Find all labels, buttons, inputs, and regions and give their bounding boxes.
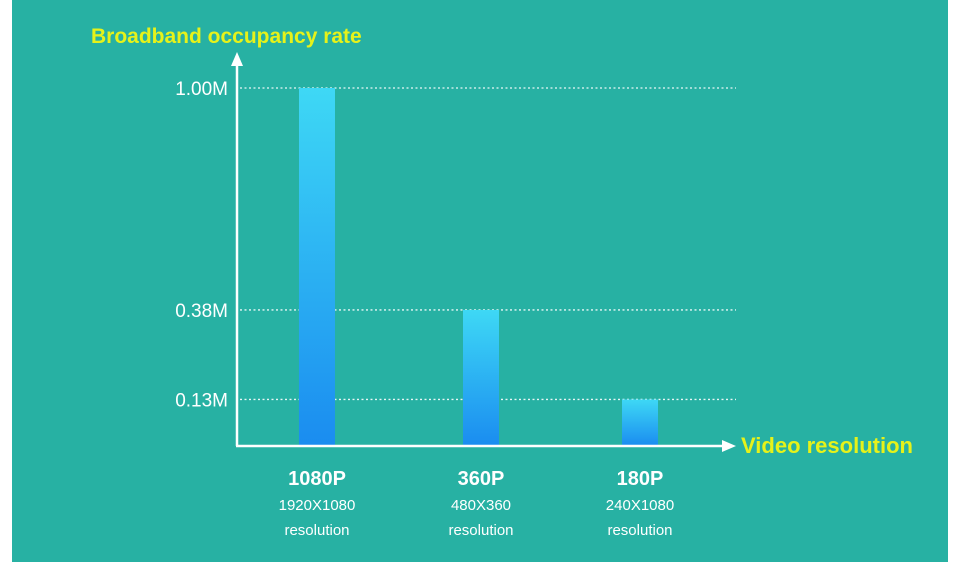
x-category-labels: 1080P 1920X1080 resolution 360P 480X360 resol… xyxy=(279,468,675,539)
y-axis-arrow xyxy=(231,52,243,66)
bar-360p xyxy=(463,309,499,446)
bars xyxy=(299,88,658,446)
y-tick-label: 1.00M xyxy=(175,79,228,100)
y-tick-labels: 1.00M 0.38M 0.13M xyxy=(175,79,228,411)
chart-canvas: Broadband occupancy rate Video resolutio… xyxy=(12,0,948,562)
category-detail: 240X1080 xyxy=(606,497,674,514)
x-axis-title: Video resolution xyxy=(741,433,913,458)
category-label: 180P xyxy=(617,468,664,490)
x-axis-arrow xyxy=(722,440,736,452)
category-detail: 480X360 xyxy=(451,497,511,514)
category-detail: resolution xyxy=(448,522,513,539)
category-detail: 1920X1080 xyxy=(279,497,356,514)
y-axis-title: Broadband occupancy rate xyxy=(91,25,362,48)
category-label: 1080P xyxy=(288,468,346,490)
bar-180p xyxy=(622,399,658,446)
y-tick-label: 0.38M xyxy=(175,301,228,322)
bar-1080p xyxy=(299,88,335,446)
category-detail: resolution xyxy=(607,522,672,539)
bar-chart: Broadband occupancy rate Video resolutio… xyxy=(91,25,913,539)
category-label: 360P xyxy=(458,468,505,490)
y-tick-label: 0.13M xyxy=(175,390,228,411)
category-detail: resolution xyxy=(284,522,349,539)
